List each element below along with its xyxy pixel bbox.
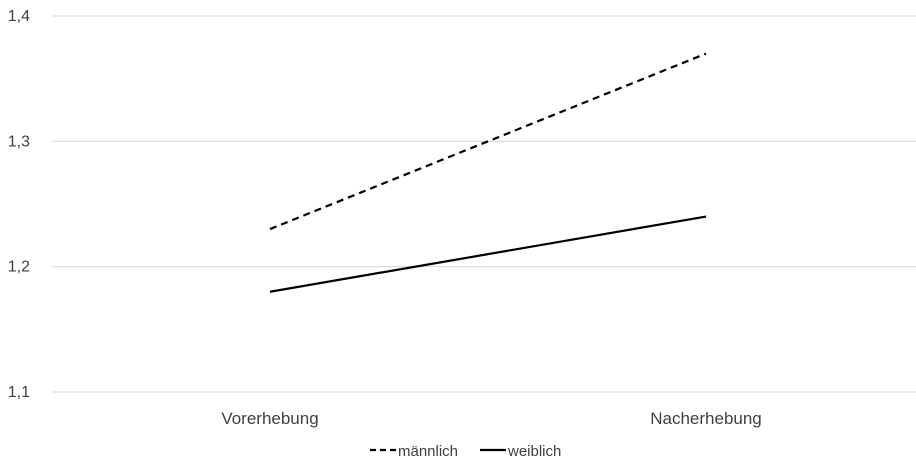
legend-label: weiblich (507, 443, 561, 460)
y-tick-label: 1,3 (8, 133, 30, 150)
series-line-1 (269, 215, 707, 293)
y-tick-label: 1,4 (8, 8, 30, 25)
legend: männlich weiblich (370, 443, 561, 460)
y-tick-label: 1,2 (8, 259, 30, 276)
legend-label: männlich (398, 443, 458, 460)
x-axis-tick-labels: Vorerhebung Nacherhebung (221, 409, 761, 428)
y-axis-tick-labels: 1,1 1,2 1,3 1,4 (8, 8, 30, 401)
x-tick-label: Vorerhebung (221, 409, 318, 428)
series-lines (269, 52, 707, 293)
x-tick-label: Nacherhebung (650, 409, 762, 428)
gridlines (52, 15, 916, 393)
y-tick-label: 1,1 (8, 384, 30, 401)
series-line-0 (269, 52, 707, 231)
